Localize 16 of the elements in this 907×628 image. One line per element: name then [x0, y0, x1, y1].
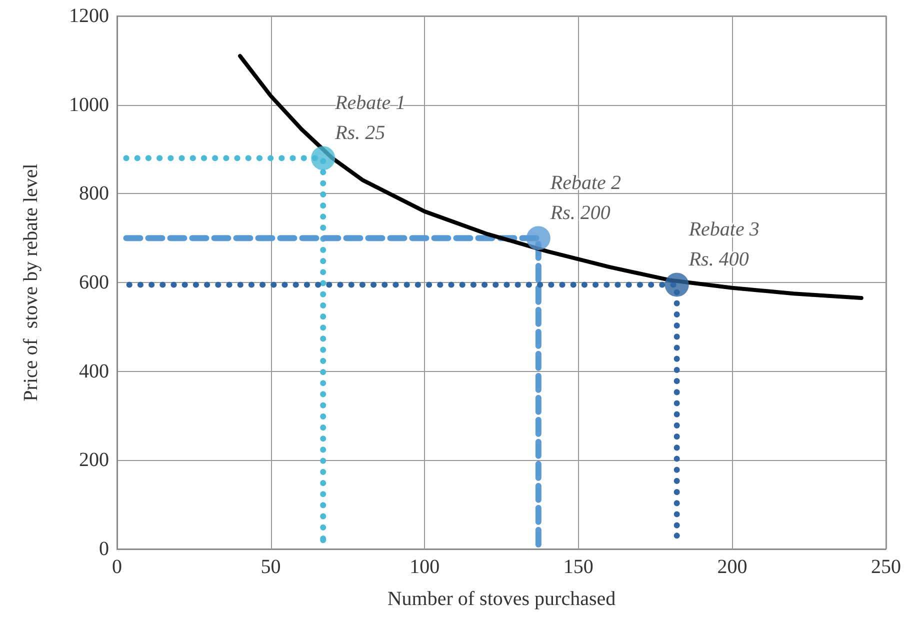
- y-tick-label: 1200: [69, 5, 109, 27]
- x-tick-label: 250: [871, 556, 901, 578]
- y-tick-label: 600: [79, 272, 109, 294]
- y-tick-label: 200: [79, 449, 109, 472]
- y-tick-label: 800: [79, 182, 109, 205]
- point: [674, 532, 680, 539]
- y-tick-label: 1000: [69, 94, 109, 116]
- x-tick-label: 150: [563, 556, 594, 578]
- x-tick-label: 100: [410, 556, 440, 578]
- x-tick-label: 50: [260, 556, 281, 578]
- y-tick-label: 0: [99, 538, 109, 560]
- line-series: [238, 54, 864, 300]
- x-axis-title: Number of stoves purchased: [387, 588, 616, 610]
- x-tick-label: 200: [717, 556, 748, 578]
- y-axis-title: Price of stove by rebate level: [20, 163, 42, 402]
- y-tick-label: 400: [79, 360, 109, 382]
